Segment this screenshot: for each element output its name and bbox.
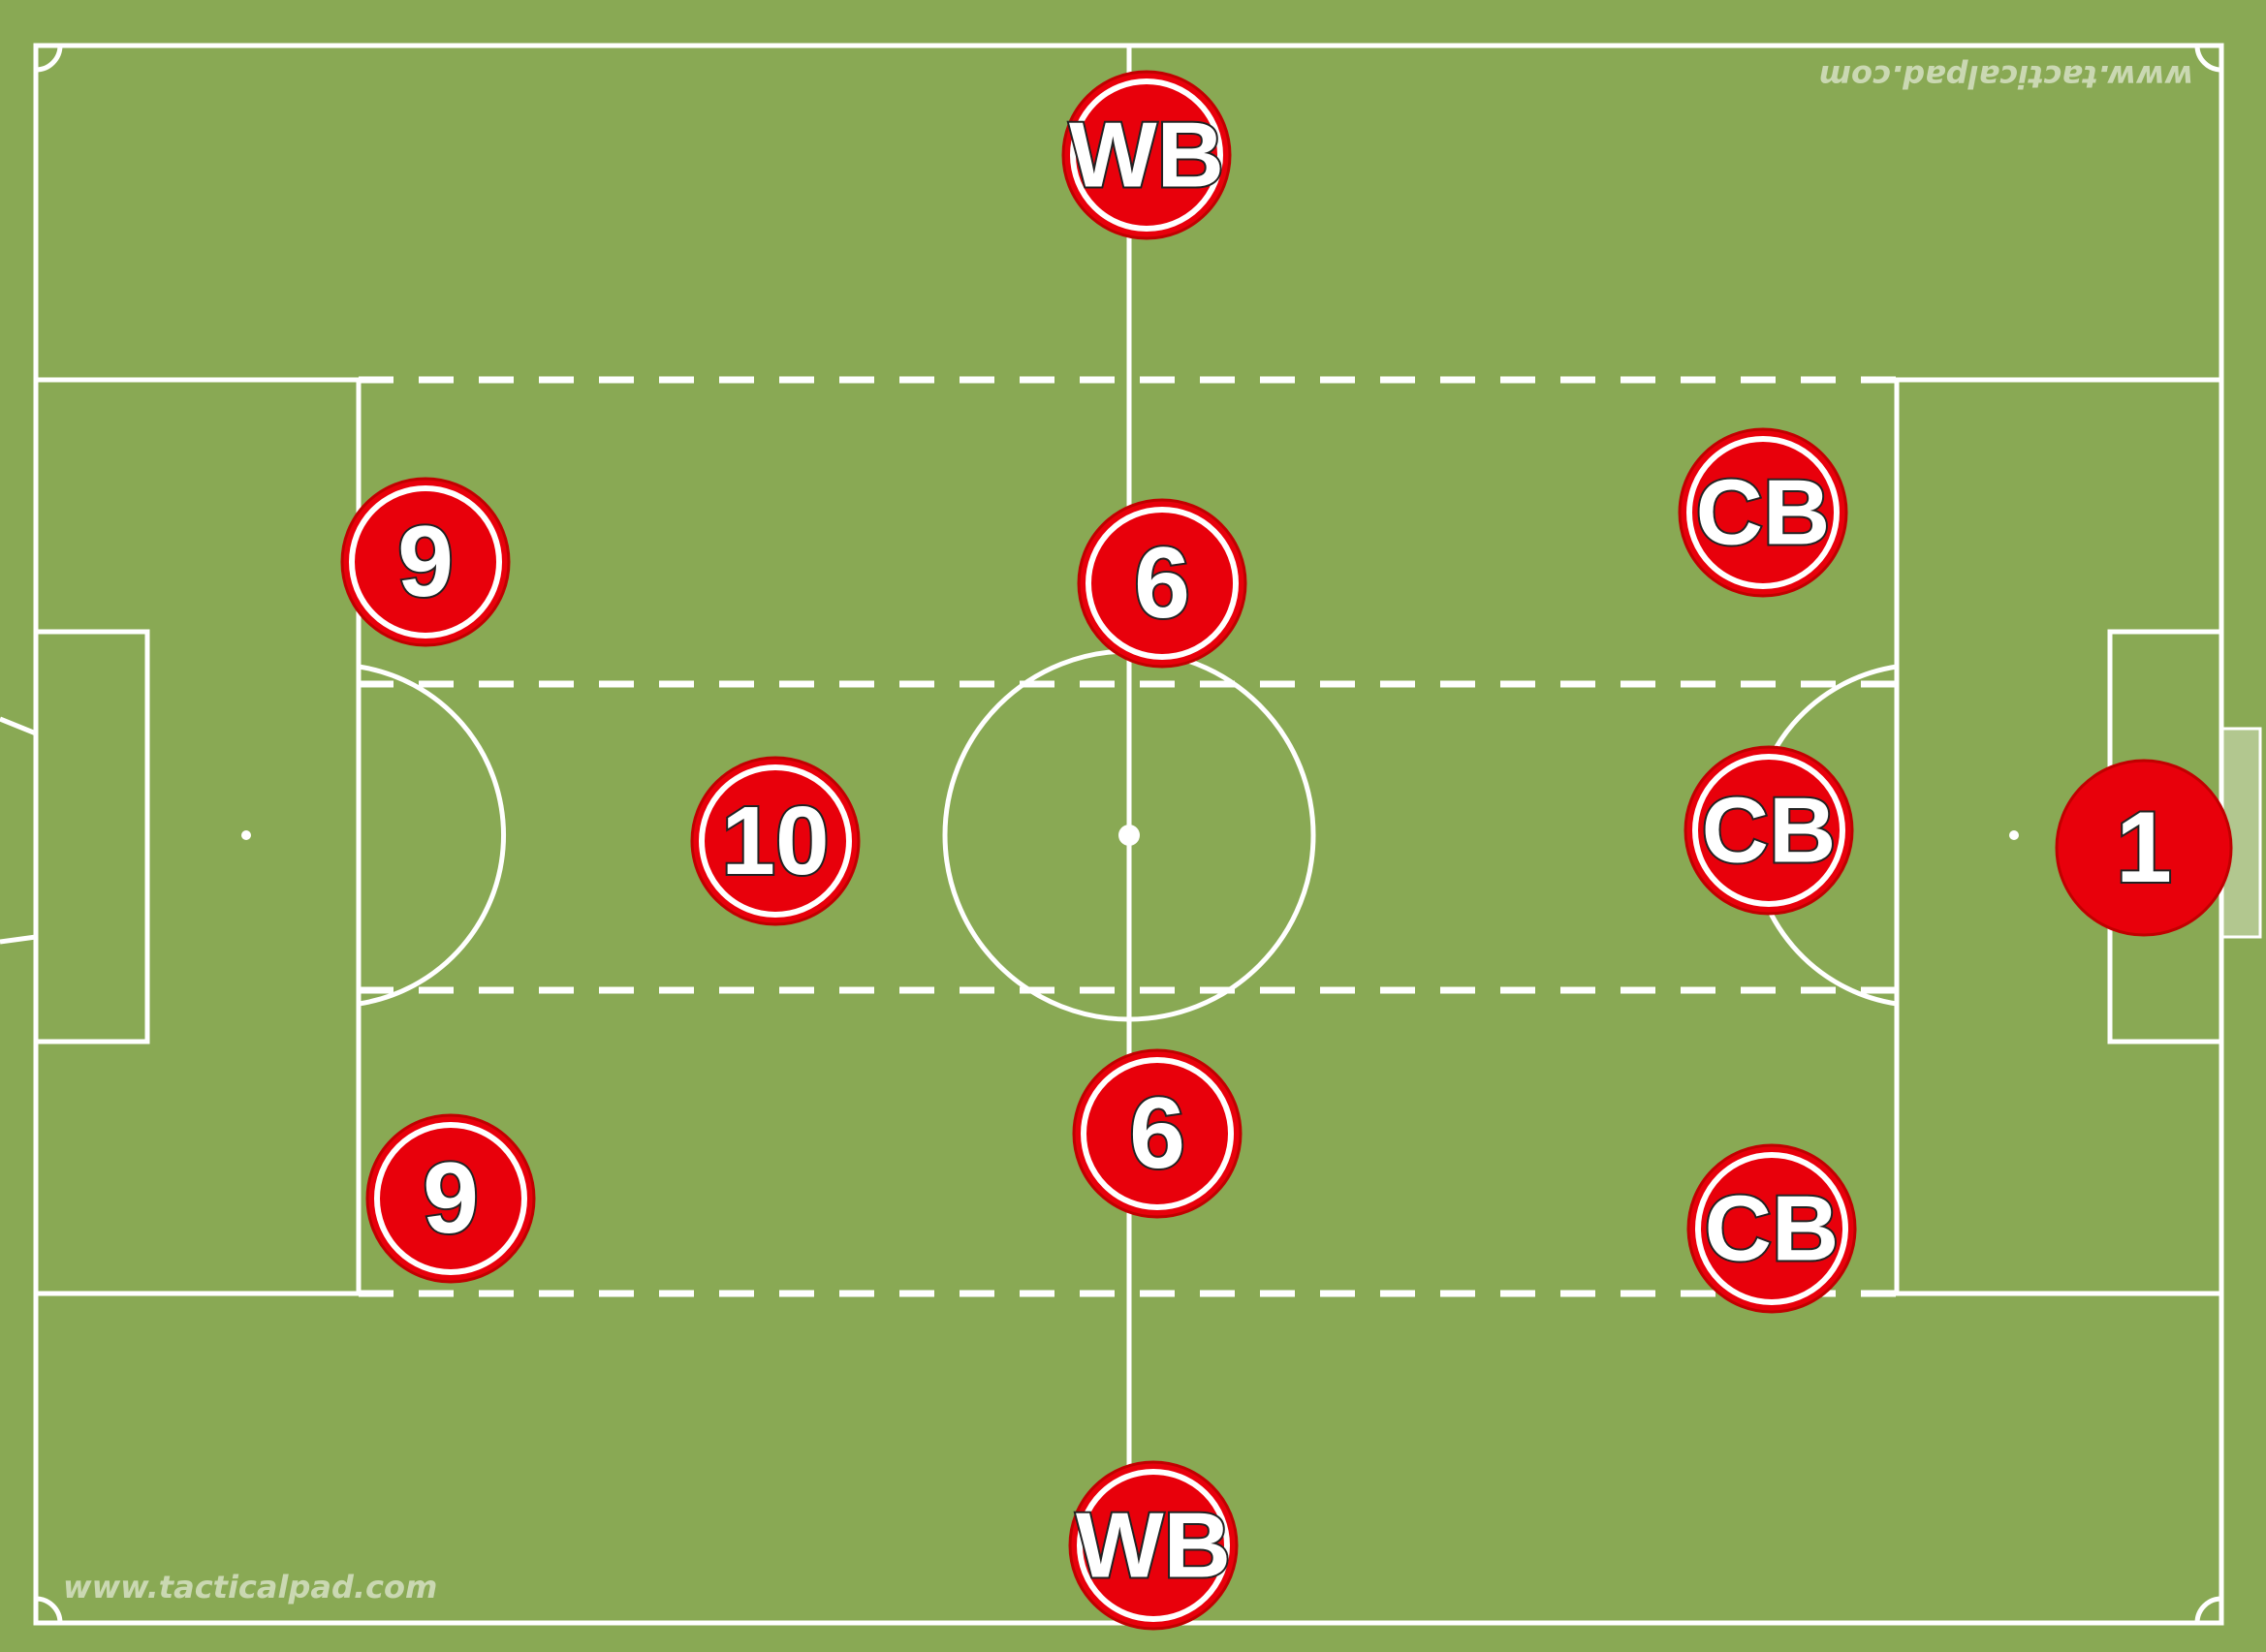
player-goalkeeper[interactable]: 1: [2055, 759, 2233, 937]
player-label: 10: [721, 787, 829, 895]
corner-arc-bottom-right: [2194, 1596, 2222, 1624]
right-penalty-area: [1894, 377, 2221, 1296]
centre-spot: [1118, 825, 1140, 846]
watermark-top: www.tacticalpad.com: [1819, 58, 2193, 95]
player-label: 1: [2116, 792, 2172, 904]
right-penalty-spot: [2009, 830, 2019, 840]
left-penalty-area: [36, 377, 362, 1296]
player-label: WB: [1069, 104, 1224, 207]
left-penalty-arc: [358, 664, 507, 1007]
left-penalty-spot: [241, 830, 251, 840]
left-goal: [0, 716, 37, 945]
watermark-bottom: www.tacticalpad.com: [63, 1569, 437, 1605]
player-wb-top[interactable]: WB: [1061, 70, 1232, 240]
player-label: 9: [397, 506, 454, 618]
corner-arc-top-left: [35, 45, 63, 73]
player-label: WB: [1076, 1494, 1231, 1598]
corner-arc-top-right: [2194, 45, 2222, 73]
player-ten[interactable]: 10: [690, 756, 861, 926]
player-label: 6: [1134, 527, 1190, 639]
player-six-bottom[interactable]: 6: [1072, 1048, 1243, 1219]
player-cb-bottom[interactable]: CB: [1686, 1143, 1857, 1314]
player-six-top[interactable]: 6: [1077, 498, 1247, 669]
corner-arc-bottom-left: [35, 1596, 63, 1624]
player-wb-bottom[interactable]: WB: [1068, 1460, 1239, 1631]
player-nine-top[interactable]: 9: [340, 477, 511, 647]
player-label: 6: [1129, 1077, 1185, 1190]
player-label: 9: [423, 1142, 479, 1255]
player-cb-middle[interactable]: CB: [1684, 745, 1854, 916]
left-goal-area: [36, 629, 150, 1044]
player-cb-top[interactable]: CB: [1678, 427, 1848, 598]
player-label: CB: [1702, 779, 1837, 883]
player-label: CB: [1705, 1177, 1840, 1281]
player-label: CB: [1696, 461, 1831, 565]
player-nine-bottom[interactable]: 9: [365, 1113, 536, 1284]
